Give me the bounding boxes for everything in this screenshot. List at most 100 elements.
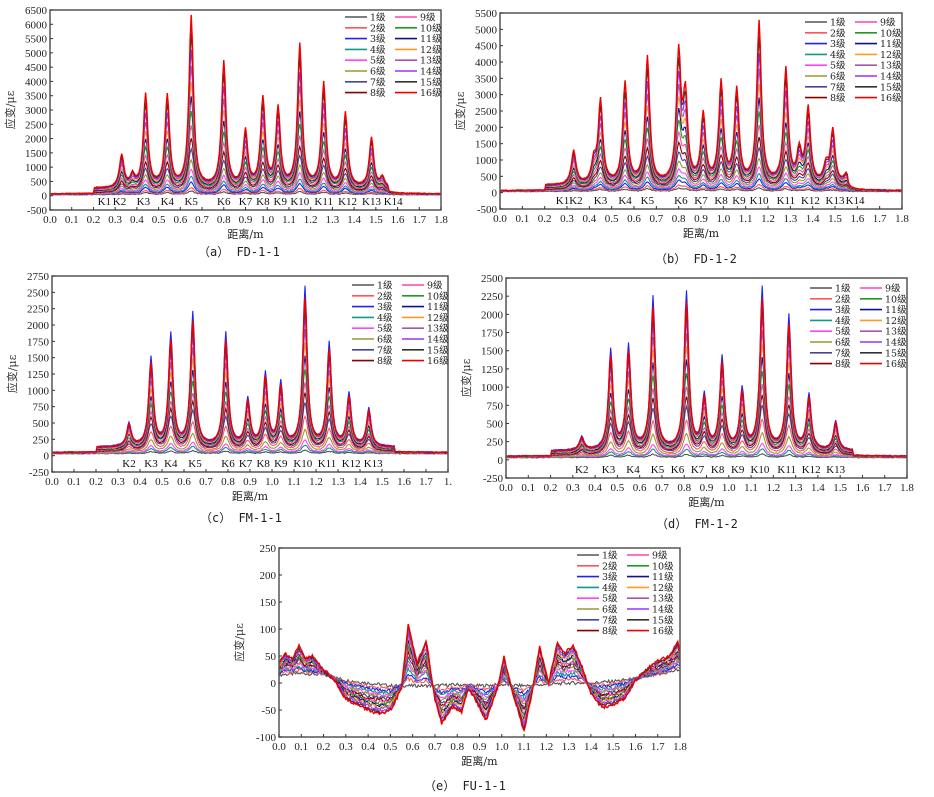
caption-fu-1-1: （e） FU-1-1 (424, 779, 506, 793)
marker-label-k5: K5 (651, 464, 665, 476)
x-tick-label: 0.9 (473, 741, 487, 753)
y-tick-label: 2000 (27, 320, 50, 332)
y-tick-label: 3500 (475, 73, 498, 85)
legend-label: 14级 (880, 71, 902, 83)
x-tick-label: 1.1 (739, 213, 753, 225)
legend-label: 9级 (880, 17, 896, 29)
marker-label-k9: K9 (732, 195, 746, 207)
legend-label: 14级 (652, 604, 674, 616)
y-tick-label: -100 (256, 732, 277, 744)
y-tick-label: 2000 (481, 309, 504, 321)
series-line-15级 (279, 625, 680, 731)
legend-label: 6级 (602, 604, 618, 616)
x-tick-label: 1.4 (811, 482, 825, 494)
marker-label-k11: K11 (314, 196, 333, 208)
x-tick-label: 1.2 (761, 213, 775, 225)
x-tick-label: 1.5 (375, 476, 389, 488)
x-tick-label: 1.4 (806, 213, 820, 225)
marker-label-k11: K11 (777, 464, 796, 476)
y-tick-label: -500 (27, 205, 48, 217)
x-tick-label: 1.0 (722, 482, 736, 494)
legend-label: 2级 (377, 290, 393, 302)
y-tick-label: 2500 (475, 106, 498, 118)
series-line-1级 (279, 668, 680, 689)
legend-label: 15级 (880, 81, 902, 93)
x-tick-label: 1.6 (391, 214, 405, 226)
x-tick-label: 1.6 (629, 741, 643, 753)
legend-label: 4级 (377, 312, 393, 324)
x-tick-label: 1.3 (789, 482, 803, 494)
y-tick-label: 5000 (25, 48, 48, 60)
marker-label-k6: K6 (217, 196, 231, 208)
x-tick-label: 0.2 (317, 741, 331, 753)
y-tick-label: -250 (29, 467, 50, 479)
x-tick-label: 0.4 (361, 741, 375, 753)
series-line-8级 (279, 649, 680, 710)
y-tick-label: 750 (487, 400, 504, 412)
legend-label: 16级 (880, 92, 902, 104)
x-tick-label: 0.0 (45, 476, 59, 488)
legend-label: 12级 (420, 44, 442, 56)
y-tick-label: 150 (260, 597, 277, 609)
series-group (52, 285, 448, 455)
x-tick-label: 1.2 (309, 476, 323, 488)
legend-label: 6级 (377, 334, 393, 346)
y-tick-label: 500 (487, 418, 504, 430)
marker-label-k4: K4 (161, 196, 175, 208)
legend-label: 7级 (377, 344, 393, 356)
x-tick-label: 1.0 (495, 741, 509, 753)
legend-label: 1级 (370, 12, 386, 24)
x-tick-label: 1.5 (828, 213, 842, 225)
legend-label: 13级 (885, 326, 907, 338)
y-tick-label: 1000 (27, 385, 50, 397)
legend-label: 1级 (377, 280, 393, 292)
x-tick-label: 1.5 (369, 214, 383, 226)
legend-label: 2级 (835, 293, 851, 305)
chart-panel-fd-1-1: -500 0 500 1000 1500 2000 2500 3000 3500 4000 4500… (3, 5, 448, 241)
x-tick-label: 1.3 (326, 214, 340, 226)
legend-label: 4级 (835, 315, 851, 327)
x-tick-label: 0.5 (155, 476, 169, 488)
x-tick-label: 1.3 (331, 476, 345, 488)
legend-label: 13级 (652, 593, 674, 605)
legend-label: 15级 (427, 344, 449, 356)
marker-label-k9: K9 (274, 196, 288, 208)
x-tick-label: 0.3 (111, 476, 125, 488)
x-tick-label: 0.9 (694, 213, 708, 225)
x-tick-label: 0.6 (177, 476, 191, 488)
legend-label: 5级 (377, 323, 393, 335)
marker-label-k12: K12 (338, 196, 357, 208)
marker-label-k12: K12 (802, 464, 821, 476)
x-tick-label: 0.7 (428, 741, 442, 753)
y-tick-label: 1000 (481, 382, 504, 394)
legend-label: 8级 (377, 355, 393, 367)
marker-label-k10: K10 (290, 196, 309, 208)
series-line-9级 (52, 382, 448, 454)
legend-label: 6级 (830, 71, 846, 83)
x-tick-label: 0.1 (65, 214, 79, 226)
x-axis-title: 距离/m (227, 227, 264, 241)
x-tick-label: 1.6 (856, 482, 870, 494)
legend-label: 14级 (885, 337, 907, 349)
y-tick-label: 2250 (481, 291, 504, 303)
series-group (500, 19, 902, 193)
y-tick-label: 4000 (475, 57, 498, 69)
legend-label: 10级 (420, 22, 442, 34)
legend-label: 3级 (377, 301, 393, 313)
x-tick-label: 1.6 (850, 213, 864, 225)
legend-label: 11级 (420, 33, 442, 45)
legend-label: 14级 (427, 334, 449, 346)
y-tick-label: 2750 (27, 271, 50, 283)
marker-label-k2: K2 (575, 464, 588, 476)
series-line-8级 (50, 138, 441, 196)
x-axis-title: 距离/m (683, 226, 720, 240)
x-tick-label: 1.2 (539, 741, 553, 753)
y-tick-label: 100 (260, 624, 277, 636)
legend-label: 6级 (370, 66, 386, 78)
series-line-9级 (500, 124, 902, 192)
x-tick-label: 0.3 (560, 213, 574, 225)
x-tick-label: 0.7 (195, 214, 209, 226)
x-tick-label: 0.2 (544, 482, 558, 494)
x-tick-label: 0.4 (588, 482, 602, 494)
x-axis-title: 距离/m (232, 489, 269, 503)
